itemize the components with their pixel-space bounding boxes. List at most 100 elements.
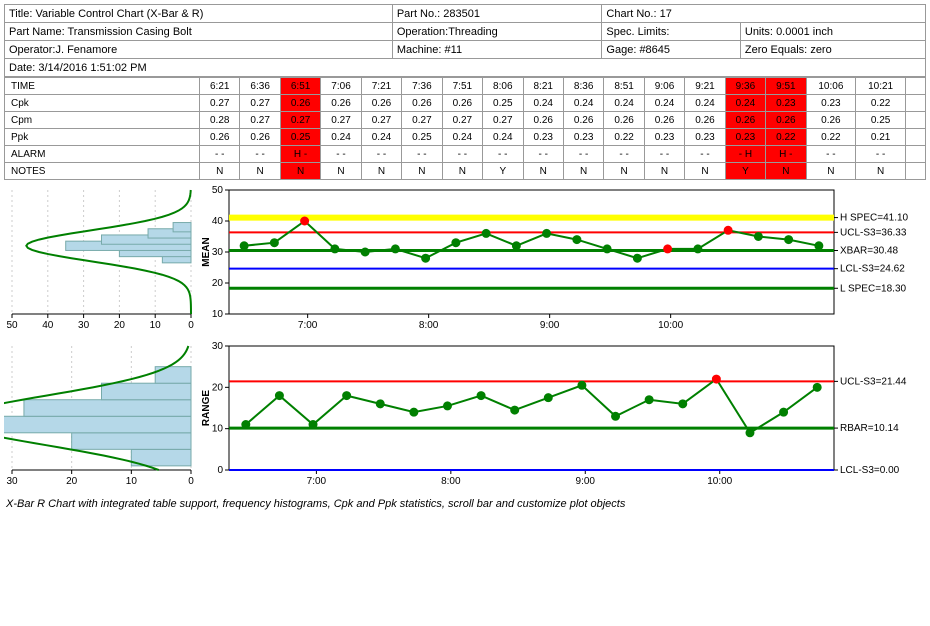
data-cell: 0.26	[280, 95, 320, 112]
data-cell: 0.27	[240, 112, 280, 129]
data-cell: 0.26	[200, 129, 240, 146]
svg-text:0: 0	[188, 476, 194, 487]
svg-text:7:00: 7:00	[298, 320, 318, 331]
data-cell: 8:21	[523, 78, 563, 95]
svg-text:H SPEC=41.10: H SPEC=41.10	[840, 213, 909, 224]
data-cell: - -	[856, 146, 906, 163]
svg-text:30: 30	[212, 247, 224, 258]
svg-text:20: 20	[66, 476, 78, 487]
data-cell: N	[321, 163, 361, 180]
mean-histogram: 50403020100	[4, 184, 199, 334]
svg-text:LCL-S3=0.00: LCL-S3=0.00	[840, 465, 900, 476]
svg-text:UCL-S3=21.44: UCL-S3=21.44	[840, 376, 907, 387]
svg-text:RBAR=10.14: RBAR=10.14	[840, 423, 899, 434]
data-cell: 0.26	[806, 112, 856, 129]
svg-text:10: 10	[212, 424, 224, 435]
data-cell: - -	[644, 146, 684, 163]
data-cell: 6:51	[280, 78, 320, 95]
data-cell: - -	[523, 146, 563, 163]
data-cell: 7:21	[361, 78, 401, 95]
data-cell: 0.27	[280, 112, 320, 129]
data-cell: 0.24	[361, 129, 401, 146]
data-cell: - -	[604, 146, 644, 163]
data-cell: 0.26	[766, 112, 806, 129]
data-cell: 0.26	[402, 95, 442, 112]
data-cell: 0.24	[725, 95, 765, 112]
svg-text:20: 20	[114, 320, 126, 331]
chart-area: 50403020100 3020100 1020304050MEAN7:008:…	[4, 184, 926, 490]
data-cell: - -	[563, 146, 603, 163]
svg-text:UCL-S3=36.33: UCL-S3=36.33	[840, 227, 907, 238]
svg-text:7:00: 7:00	[307, 476, 327, 487]
header-table: Title: Variable Control Chart (X-Bar & R…	[4, 4, 926, 77]
data-cell: 0.26	[523, 112, 563, 129]
data-cell: 0.24	[604, 95, 644, 112]
data-cell: 8:36	[563, 78, 603, 95]
data-cell: N	[806, 163, 856, 180]
data-cell: 10:21	[856, 78, 906, 95]
data-cell: 0.26	[361, 95, 401, 112]
data-cell: 0.23	[725, 129, 765, 146]
data-cell: H -	[766, 146, 806, 163]
svg-text:10:00: 10:00	[707, 476, 732, 487]
data-cell: 7:51	[442, 78, 482, 95]
partname-cell: Part Name: Transmission Casing Bolt	[5, 23, 393, 41]
data-cell: 6:21	[200, 78, 240, 95]
data-cell: 0.27	[483, 112, 523, 129]
data-cell: 0.23	[685, 129, 725, 146]
data-cell: N	[856, 163, 906, 180]
data-cell: - -	[240, 146, 280, 163]
data-cell: 0.27	[361, 112, 401, 129]
units-cell: Units: 0.0001 inch	[740, 23, 925, 41]
data-cell: 0.26	[563, 112, 603, 129]
svg-text:0: 0	[188, 320, 194, 331]
svg-text:40: 40	[212, 216, 224, 227]
row-label: Cpk	[5, 95, 200, 112]
data-cell: - -	[806, 146, 856, 163]
mean-chart: 1020304050MEAN7:008:009:0010:00H SPEC=41…	[199, 184, 926, 334]
data-cell: N	[280, 163, 320, 180]
data-cell: 0.24	[563, 95, 603, 112]
data-cell: N	[563, 163, 603, 180]
spacer-cell	[906, 112, 926, 129]
spacer-cell	[906, 78, 926, 95]
svg-text:10: 10	[212, 309, 224, 320]
spacer-cell	[906, 95, 926, 112]
data-cell: 0.23	[766, 95, 806, 112]
range-chart: 0102030RANGE7:008:009:0010:00UCL-S3=21.4…	[199, 340, 926, 490]
svg-text:MEAN: MEAN	[201, 237, 212, 266]
data-cell: N	[604, 163, 644, 180]
data-cell: - -	[483, 146, 523, 163]
svg-text:L SPEC=18.30: L SPEC=18.30	[840, 283, 907, 294]
data-cell: 0.24	[483, 129, 523, 146]
row-label: NOTES	[5, 163, 200, 180]
gage-cell: Gage: #8645	[602, 41, 740, 59]
data-cell: 0.26	[725, 112, 765, 129]
spacer-cell	[906, 146, 926, 163]
data-cell: 9:36	[725, 78, 765, 95]
machine-cell: Machine: #11	[392, 41, 602, 59]
svg-text:50: 50	[212, 185, 224, 196]
data-cell: N	[442, 163, 482, 180]
data-cell: N	[685, 163, 725, 180]
data-cell: 0.28	[200, 112, 240, 129]
data-cell: 0.22	[604, 129, 644, 146]
data-cell: 0.22	[766, 129, 806, 146]
title-cell: Title: Variable Control Chart (X-Bar & R…	[5, 5, 393, 23]
svg-text:30: 30	[78, 320, 90, 331]
data-cell: 0.27	[200, 95, 240, 112]
data-cell: 0.27	[321, 112, 361, 129]
data-cell: 0.27	[442, 112, 482, 129]
svg-text:10: 10	[150, 320, 162, 331]
row-label: TIME	[5, 78, 200, 95]
svg-text:9:00: 9:00	[576, 476, 596, 487]
data-cell: 0.24	[685, 95, 725, 112]
data-cell: 8:51	[604, 78, 644, 95]
data-cell: - -	[200, 146, 240, 163]
data-cell: 0.26	[240, 129, 280, 146]
data-cell: 0.27	[240, 95, 280, 112]
svg-text:10: 10	[126, 476, 138, 487]
svg-text:8:00: 8:00	[441, 476, 461, 487]
operation-cell: Operation:Threading	[392, 23, 602, 41]
data-cell: N	[200, 163, 240, 180]
